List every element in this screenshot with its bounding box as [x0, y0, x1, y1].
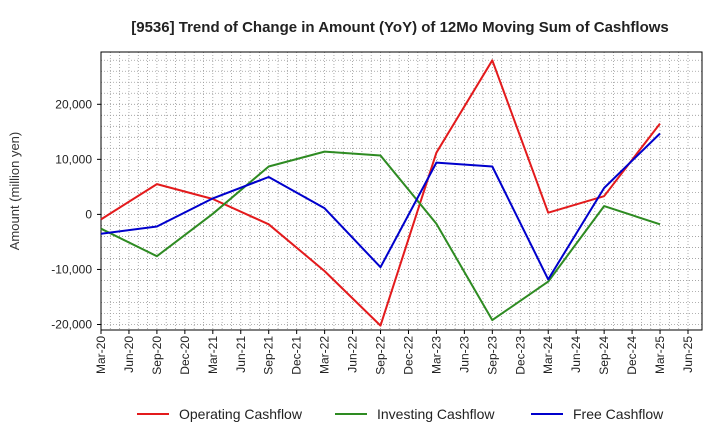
y-tick-label: -20,000 — [51, 317, 92, 331]
y-axis-label: Amount (million yen) — [7, 132, 22, 251]
x-tick-label: Mar-23 — [429, 336, 443, 374]
legend-label-free-cashflow: Free Cashflow — [573, 406, 664, 422]
x-tick-label: Sep-23 — [485, 336, 499, 375]
x-tick-label: Jun-20 — [122, 336, 136, 373]
legend-item-free-cashflow: Free Cashflow — [531, 406, 664, 422]
y-tick-label: 10,000 — [55, 152, 92, 166]
legend-item-investing-cashflow: Investing Cashflow — [335, 406, 495, 422]
axis-layer: -20,000 -10,000 0 10,000 20,000 Mar-20 Jun-20 S… — [51, 97, 695, 374]
x-tick-label: Jun-21 — [234, 336, 248, 373]
x-tick-label: Mar-22 — [318, 336, 332, 374]
x-tick-label: Jun-23 — [457, 336, 471, 373]
x-tick-label: Dec-22 — [401, 336, 415, 375]
y-tick-label: 20,000 — [55, 97, 92, 111]
x-tick-label: Dec-21 — [290, 336, 304, 375]
plot-frame — [100, 51, 703, 331]
x-tick-label: Jun-22 — [346, 336, 360, 373]
operating-cashflow-line — [100, 59, 661, 327]
x-tick-label: Dec-24 — [625, 336, 639, 375]
series-layer — [100, 59, 661, 327]
x-tick-label: Jun-25 — [681, 336, 695, 373]
x-tick-label: Sep-22 — [374, 336, 388, 375]
x-tick-label: Dec-23 — [513, 336, 527, 375]
x-tick-label: Sep-20 — [150, 336, 164, 375]
x-tick-label: Mar-20 — [94, 336, 108, 374]
x-tick-label: Sep-21 — [262, 336, 276, 375]
legend-label-operating-cashflow: Operating Cashflow — [179, 406, 303, 422]
legend-label-investing-cashflow: Investing Cashflow — [377, 406, 495, 422]
free-cashflow-line — [100, 132, 661, 281]
y-tick-label: 0 — [85, 207, 92, 221]
legend: Operating Cashflow Investing Cashflow Free… — [137, 406, 664, 422]
y-tick-label: -10,000 — [51, 262, 92, 276]
x-tick-label: Mar-24 — [541, 336, 555, 374]
x-tick-label: Jun-24 — [569, 336, 583, 373]
legend-item-operating-cashflow: Operating Cashflow — [137, 406, 303, 422]
x-tick-label: Mar-25 — [653, 336, 667, 374]
x-tick-label: Mar-21 — [206, 336, 220, 374]
chart-title: [9536] Trend of Change in Amount (YoY) o… — [131, 19, 669, 36]
x-tick-label: Sep-24 — [597, 336, 611, 375]
grid-layer — [101, 52, 702, 330]
investing-cashflow-line — [100, 150, 661, 322]
x-tick-label: Dec-20 — [178, 336, 192, 375]
